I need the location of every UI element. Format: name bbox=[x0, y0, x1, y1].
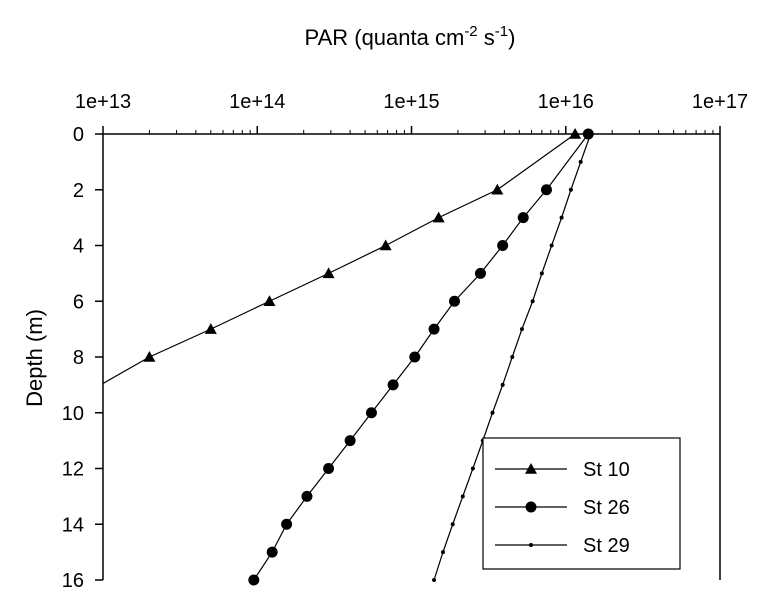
data-point bbox=[500, 382, 505, 387]
data-point bbox=[344, 435, 356, 447]
data-point bbox=[379, 239, 392, 251]
series-line bbox=[102, 133, 576, 385]
data-point bbox=[248, 574, 260, 586]
legend-marker bbox=[529, 543, 533, 547]
legend-entry: St 29 bbox=[495, 535, 630, 557]
data-point bbox=[549, 243, 554, 248]
data-point bbox=[409, 351, 421, 363]
data-point bbox=[448, 295, 460, 307]
data-point bbox=[490, 410, 495, 415]
data-point bbox=[491, 183, 504, 195]
data-point bbox=[266, 546, 278, 558]
data-point bbox=[582, 128, 594, 140]
x-tick-label: 1e+16 bbox=[538, 91, 594, 113]
data-point bbox=[365, 407, 377, 419]
data-point bbox=[428, 323, 440, 335]
y-tick-label: 8 bbox=[73, 347, 84, 369]
data-point bbox=[450, 522, 455, 527]
y-axis-title: Depth (m) bbox=[22, 309, 47, 407]
data-point bbox=[460, 494, 465, 499]
x-tick-label: 1e+14 bbox=[229, 91, 285, 113]
y-tick-label: 12 bbox=[62, 459, 84, 481]
data-point bbox=[432, 578, 437, 582]
data-point bbox=[519, 327, 524, 332]
y-tick-label: 16 bbox=[62, 570, 84, 592]
legend-entry: St 10 bbox=[495, 459, 630, 481]
x-tick-label: 1e+13 bbox=[75, 91, 131, 113]
y-tick-label: 4 bbox=[73, 236, 84, 258]
data-point bbox=[263, 295, 276, 307]
data-point bbox=[387, 379, 399, 391]
data-point bbox=[588, 132, 593, 136]
legend-box bbox=[482, 437, 681, 570]
data-point bbox=[497, 240, 509, 251]
data-point bbox=[323, 463, 335, 474]
data-point bbox=[474, 267, 486, 279]
data-point bbox=[517, 212, 529, 224]
legend-marker bbox=[525, 501, 537, 513]
legend: St 10 St 26 St 29 bbox=[482, 437, 681, 570]
data-point bbox=[510, 355, 515, 359]
data-point bbox=[568, 187, 573, 192]
y-tick-label: 6 bbox=[73, 291, 84, 313]
legend-label: St 29 bbox=[583, 535, 630, 557]
series-st-26 bbox=[248, 128, 594, 586]
legend-entry: St 26 bbox=[495, 497, 630, 519]
data-point bbox=[470, 466, 475, 471]
data-point bbox=[301, 490, 313, 502]
legend-label: St 10 bbox=[583, 459, 630, 481]
y-tick-label: 10 bbox=[62, 403, 84, 425]
data-point bbox=[204, 323, 217, 334]
x-axis-title: PAR (quanta cm-2 s-1) bbox=[305, 23, 516, 50]
data-point bbox=[540, 184, 552, 196]
axes: 1e+13 1e+14 1e+15 1e+16 1e+17 0 2 4 6 8 10 12 14 16 bbox=[62, 91, 748, 592]
y-tick-label: 14 bbox=[62, 514, 84, 536]
data-point bbox=[578, 159, 583, 164]
data-point bbox=[559, 215, 564, 220]
data-point bbox=[143, 351, 156, 362]
data-point bbox=[440, 550, 445, 555]
series-line bbox=[253, 133, 589, 581]
data-point bbox=[322, 267, 335, 279]
y-tick-label: 0 bbox=[73, 124, 84, 146]
data-point bbox=[432, 211, 445, 223]
legend-label: St 26 bbox=[583, 497, 630, 519]
data-point bbox=[530, 299, 535, 304]
data-point bbox=[569, 128, 582, 139]
legend-marker bbox=[525, 463, 537, 474]
x-tick-label: 1e+15 bbox=[383, 91, 439, 113]
x-tick-label: 1e+17 bbox=[692, 91, 748, 113]
data-point bbox=[281, 518, 293, 530]
series-st-10 bbox=[102, 128, 582, 385]
y-tick-label: 2 bbox=[73, 180, 84, 202]
data-point bbox=[539, 271, 544, 276]
